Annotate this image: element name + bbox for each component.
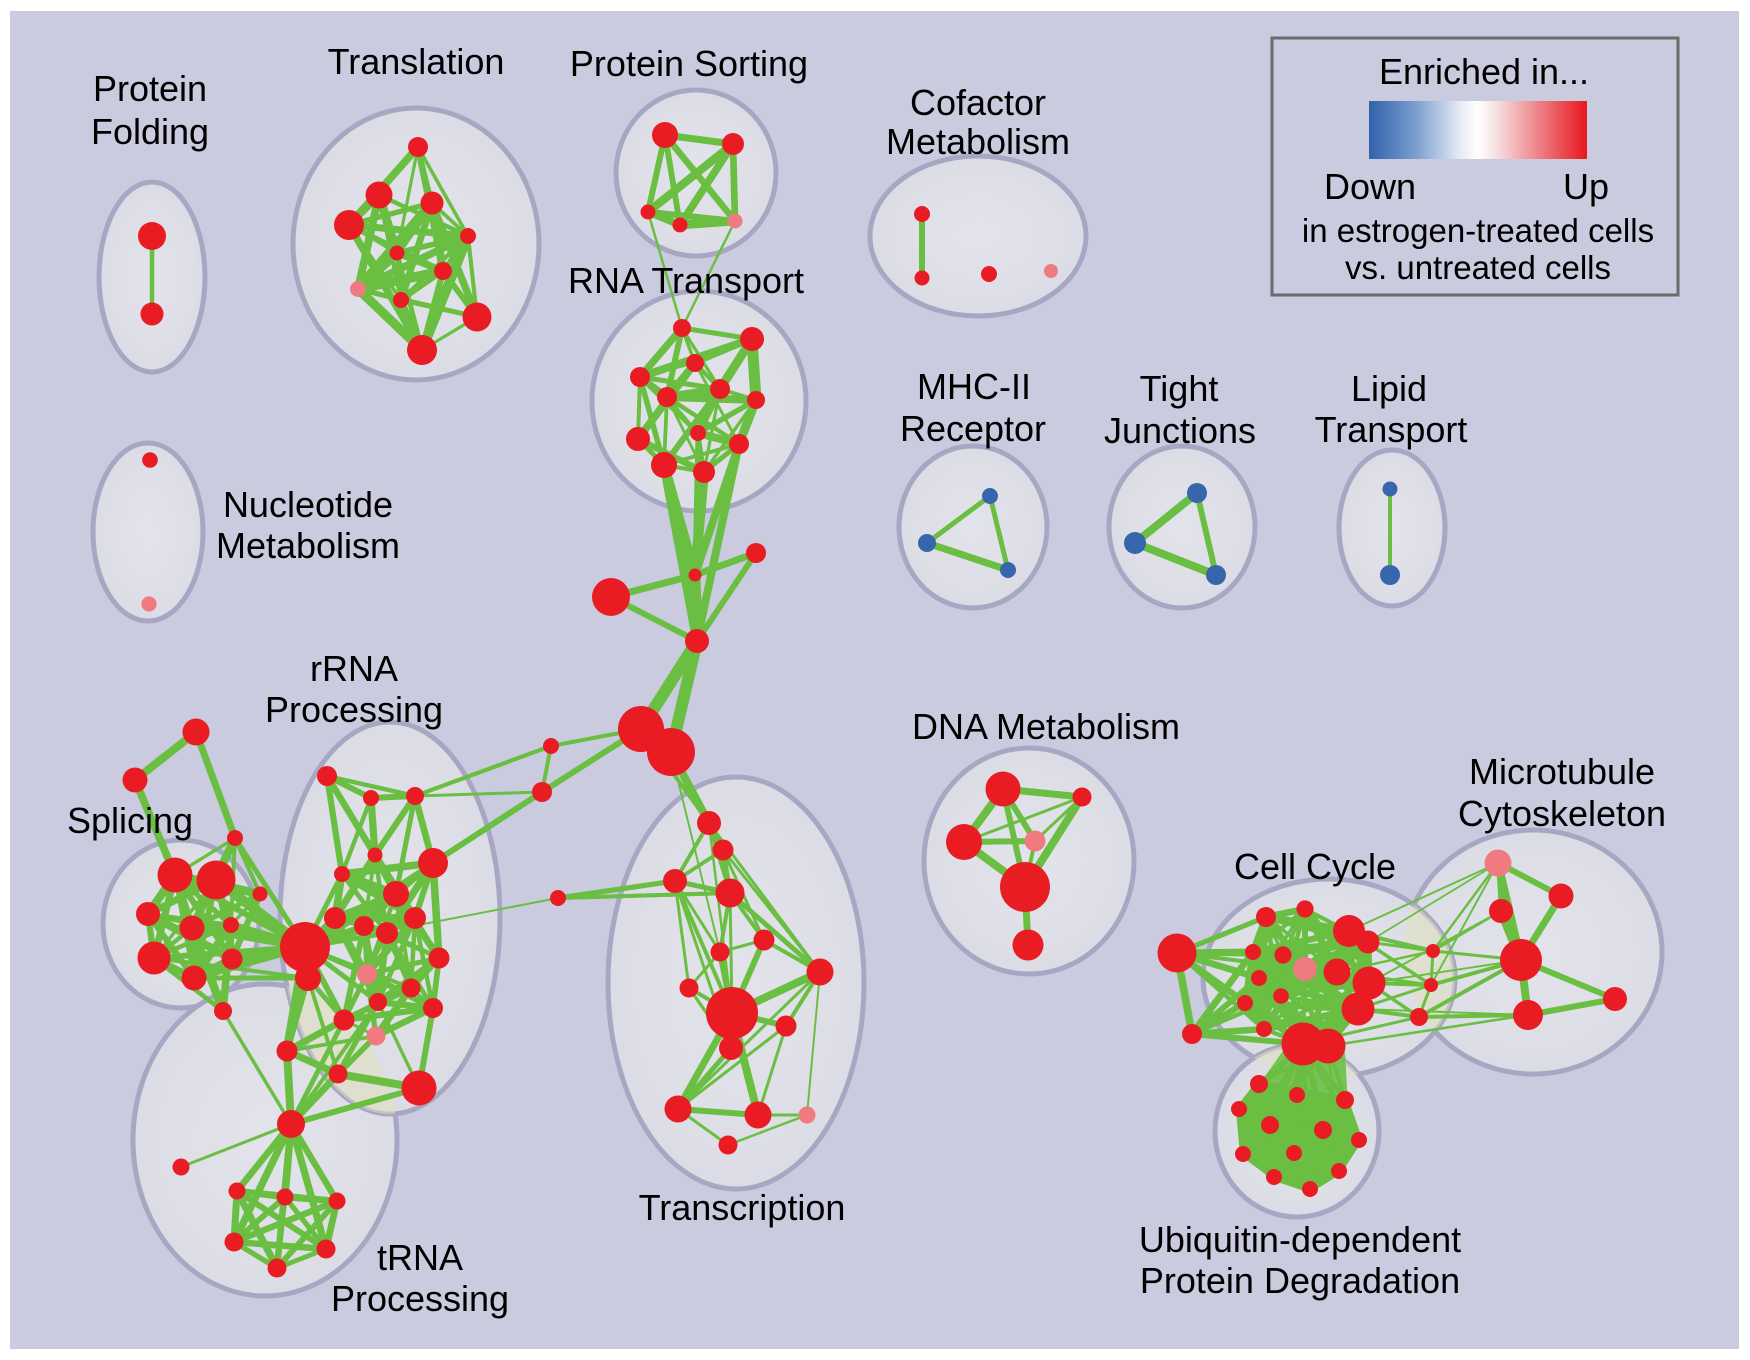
svg-text:Cytoskeleton: Cytoskeleton — [1458, 793, 1666, 834]
svg-text:Junctions: Junctions — [1104, 410, 1256, 451]
svg-text:Folding: Folding — [91, 111, 209, 152]
svg-text:Enriched in...: Enriched in... — [1379, 51, 1589, 92]
svg-text:Receptor: Receptor — [900, 408, 1046, 449]
svg-text:Processing: Processing — [331, 1278, 509, 1319]
svg-text:RNA Transport: RNA Transport — [568, 260, 804, 301]
svg-text:Nucleotide: Nucleotide — [223, 484, 393, 525]
svg-text:Processing: Processing — [265, 689, 443, 730]
svg-text:Transport: Transport — [1315, 409, 1468, 450]
svg-text:in estrogen-treated cells: in estrogen-treated cells — [1302, 212, 1654, 249]
svg-text:tRNA: tRNA — [377, 1237, 463, 1278]
svg-text:Up: Up — [1563, 166, 1609, 207]
svg-text:Cofactor: Cofactor — [910, 82, 1046, 123]
svg-text:rRNA: rRNA — [310, 648, 398, 689]
svg-text:vs. untreated cells: vs. untreated cells — [1345, 249, 1611, 286]
svg-text:Down: Down — [1324, 166, 1416, 207]
svg-text:Protein Degradation: Protein Degradation — [1140, 1260, 1460, 1301]
svg-text:MHC-II: MHC-II — [917, 366, 1031, 407]
svg-text:Microtubule: Microtubule — [1469, 751, 1655, 792]
svg-text:DNA Metabolism: DNA Metabolism — [912, 706, 1180, 747]
svg-text:Protein Sorting: Protein Sorting — [570, 43, 808, 84]
svg-text:Transcription: Transcription — [639, 1187, 846, 1228]
svg-text:Tight: Tight — [1140, 368, 1219, 409]
svg-text:Translation: Translation — [328, 41, 505, 82]
svg-text:Cell Cycle: Cell Cycle — [1234, 846, 1396, 887]
svg-text:Metabolism: Metabolism — [216, 525, 400, 566]
svg-text:Ubiquitin-dependent: Ubiquitin-dependent — [1139, 1219, 1461, 1260]
svg-text:Protein: Protein — [93, 68, 207, 109]
svg-text:Splicing: Splicing — [67, 800, 193, 841]
svg-text:Lipid: Lipid — [1351, 368, 1427, 409]
svg-text:Metabolism: Metabolism — [886, 121, 1070, 162]
